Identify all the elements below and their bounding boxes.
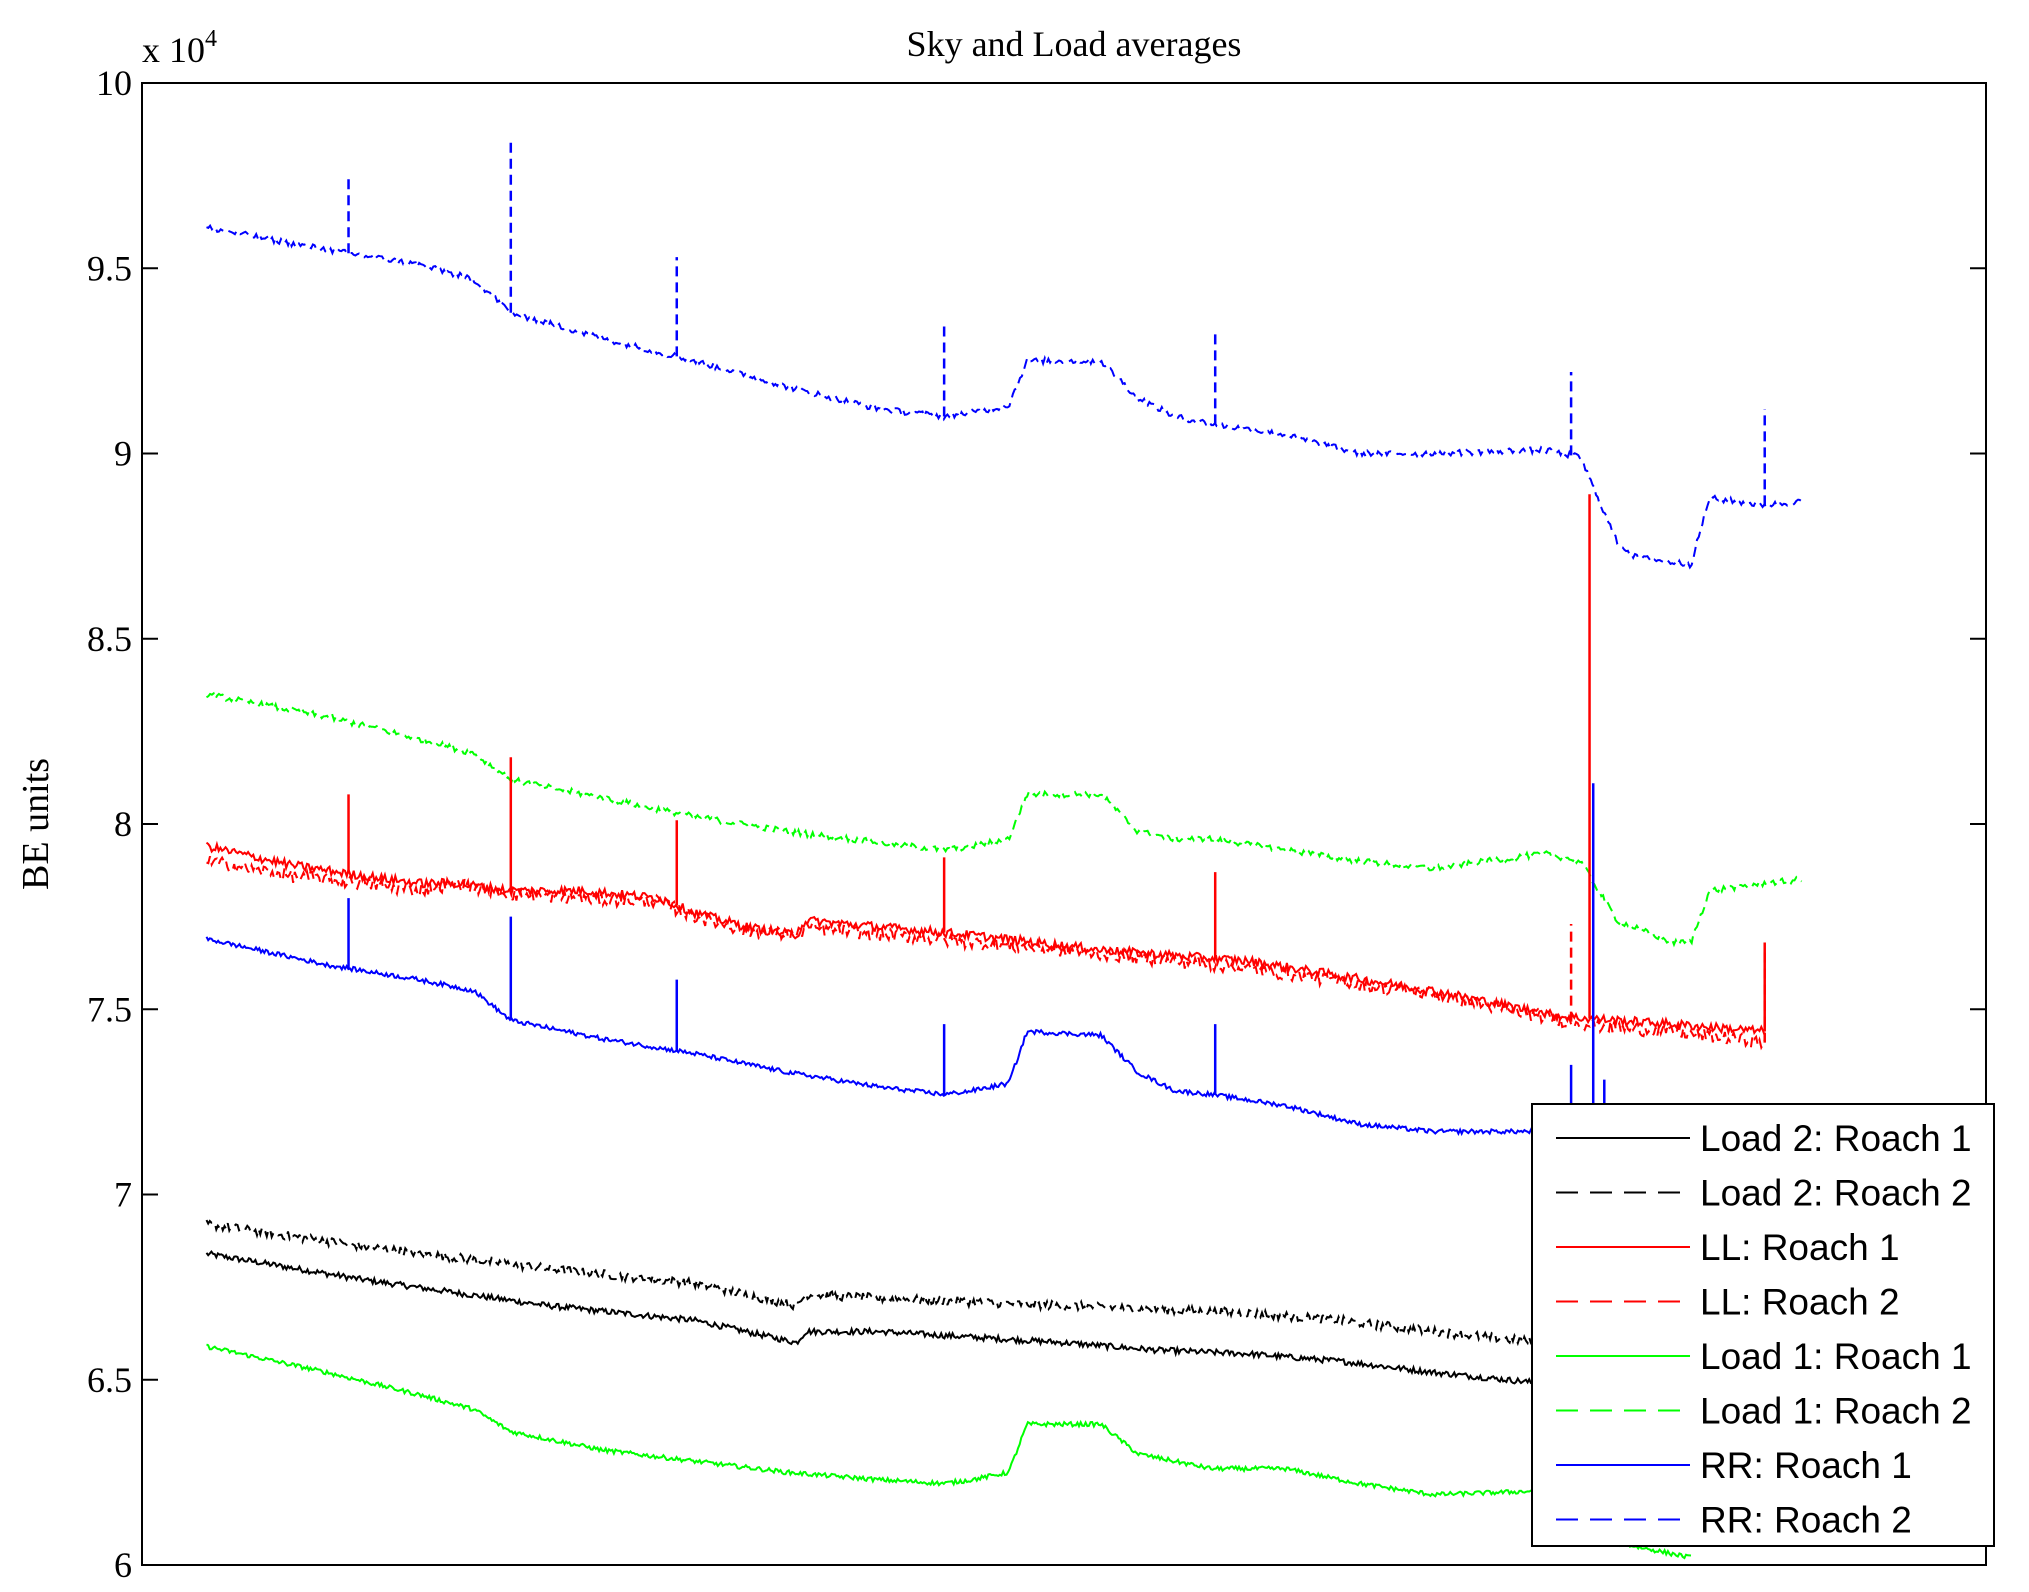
series-layer (205, 138, 1803, 1560)
legend-label: RR: Roach 2 (1700, 1500, 1912, 1541)
y-multiplier-base: x 10 (142, 30, 205, 70)
y-tick-label: 9.5 (87, 248, 132, 288)
y-tick-label: 8.5 (87, 619, 132, 659)
y-tick-label: 10 (96, 63, 132, 103)
legend-label: RR: Roach 1 (1700, 1445, 1912, 1486)
series-line (205, 691, 1803, 948)
y-tick-label: 6.5 (87, 1360, 132, 1400)
y-tick-label: 9 (114, 434, 132, 474)
chart-title: Sky and Load averages (907, 24, 1242, 64)
series-line (206, 223, 1803, 570)
legend: Load 2: Roach 1 Load 2: Roach 2 LL: Roach … (1531, 1103, 1995, 1547)
y-tick-label: 7.5 (87, 989, 132, 1029)
y-ticks: 6 6.5 7 7.5 8 8.5 9 9.5 10 (87, 63, 1986, 1585)
series-line (205, 1219, 1674, 1358)
y-axis-label: BE units (15, 758, 57, 890)
legend-label: Load 1: Roach 2 (1700, 1391, 1972, 1432)
series-line (206, 1343, 1692, 1560)
legend-label: Load 2: Roach 1 (1700, 1118, 1972, 1159)
series-line (205, 936, 1692, 1227)
legend-label: Load 2: Roach 2 (1700, 1173, 1972, 1214)
y-tick-label: 7 (114, 1175, 132, 1215)
y-tick-label: 8 (114, 804, 132, 844)
series-line (205, 840, 1766, 1036)
y-tick-label: 6 (114, 1545, 132, 1585)
legend-box (1531, 1103, 1995, 1547)
legend-label: LL: Roach 1 (1700, 1227, 1900, 1268)
legend-label: Load 1: Roach 1 (1700, 1336, 1972, 1377)
y-multiplier-exponent: 4 (205, 26, 217, 52)
series-line (206, 855, 1766, 1051)
legend-label: LL: Roach 2 (1700, 1282, 1900, 1323)
series-line (205, 1250, 1674, 1396)
y-multiplier: x 104 (142, 26, 217, 70)
